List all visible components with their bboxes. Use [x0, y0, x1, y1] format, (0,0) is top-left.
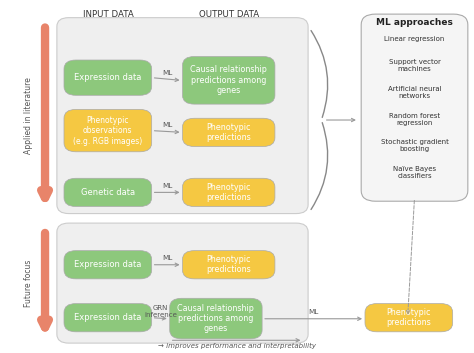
FancyBboxPatch shape: [182, 178, 275, 207]
Text: OUTPUT DATA: OUTPUT DATA: [199, 10, 259, 19]
FancyBboxPatch shape: [64, 60, 152, 95]
Text: ML approaches: ML approaches: [376, 18, 453, 28]
Text: ML: ML: [162, 122, 172, 128]
Text: Causal relationship
predictions among
genes: Causal relationship predictions among ge…: [177, 304, 255, 334]
Text: Linear regression: Linear regression: [384, 36, 445, 42]
Text: Phenotypic
predictions: Phenotypic predictions: [206, 123, 251, 142]
FancyBboxPatch shape: [64, 304, 152, 332]
Text: ML: ML: [162, 70, 172, 76]
Text: ML: ML: [162, 256, 172, 261]
Text: GRN
inference: GRN inference: [144, 305, 177, 318]
FancyBboxPatch shape: [182, 56, 275, 104]
Text: Applied in literature: Applied in literature: [24, 77, 33, 154]
Text: Naïve Bayes
classifiers: Naïve Bayes classifiers: [393, 166, 436, 179]
Text: ML: ML: [162, 183, 172, 189]
FancyBboxPatch shape: [182, 118, 275, 146]
Text: Random forest
regression: Random forest regression: [389, 113, 440, 126]
FancyBboxPatch shape: [182, 251, 275, 279]
Text: Causal relationship
predictions among
genes: Causal relationship predictions among ge…: [190, 65, 267, 95]
Text: Stochastic gradient
boosting: Stochastic gradient boosting: [381, 139, 448, 152]
Text: Phenotypic
predictions: Phenotypic predictions: [206, 183, 251, 202]
Text: Support vector
machines: Support vector machines: [389, 59, 440, 72]
Text: Phenotypic
predictions: Phenotypic predictions: [206, 255, 251, 274]
Text: INPUT DATA: INPUT DATA: [82, 10, 134, 19]
FancyBboxPatch shape: [57, 18, 308, 214]
Text: Expression data: Expression data: [74, 73, 142, 82]
FancyBboxPatch shape: [170, 298, 262, 339]
Text: Phenotypic
predictions: Phenotypic predictions: [386, 308, 431, 327]
FancyBboxPatch shape: [365, 304, 453, 332]
Text: Genetic data: Genetic data: [81, 188, 135, 197]
Text: ML: ML: [309, 310, 319, 315]
FancyBboxPatch shape: [57, 223, 308, 343]
FancyBboxPatch shape: [64, 109, 152, 152]
Text: Expression data: Expression data: [74, 260, 142, 269]
Text: Artificial neural
networks: Artificial neural networks: [388, 86, 441, 99]
Text: Expression data: Expression data: [74, 313, 142, 322]
FancyBboxPatch shape: [64, 251, 152, 279]
FancyBboxPatch shape: [64, 178, 152, 207]
Text: Future focus: Future focus: [24, 259, 33, 307]
Text: → improves performance and interpretability: → improves performance and interpretabil…: [158, 343, 316, 349]
FancyBboxPatch shape: [361, 14, 468, 201]
Text: Phenotypic
observations
(e.g. RGB images): Phenotypic observations (e.g. RGB images…: [73, 116, 143, 145]
